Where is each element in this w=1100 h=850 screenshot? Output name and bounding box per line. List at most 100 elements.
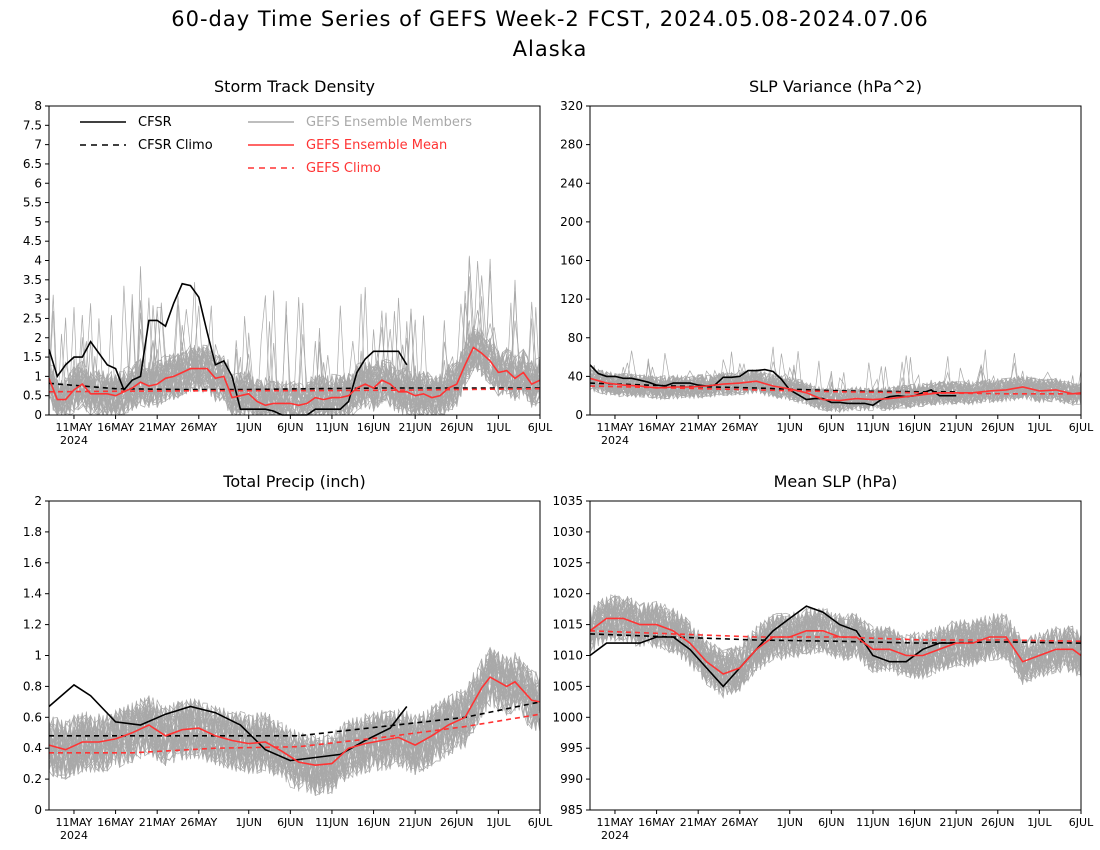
y-tick-label: 5.5 [23,196,42,210]
x-tick-label: 11MAY [597,421,634,434]
figure-title-line1: 60-day Time Series of GEFS Week-2 FCST, … [171,7,929,31]
legend-label-gefs-members: GEFS Ensemble Members [306,115,472,130]
y-tick-label: 6.5 [23,157,42,171]
x-tick-label: 6JUN [277,816,304,829]
series-gefs-climo [49,713,541,754]
x-tick-label: 11MAY [56,816,93,829]
y-tick-label: 2.5 [23,311,42,325]
ensemble-member-line [590,602,1081,679]
series-gefs-ensemble-mean [48,346,541,407]
x-year-label: 2024 [60,434,88,447]
series-gefs-climo [48,387,541,393]
x-tick-label: 16JUN [898,421,932,434]
x-tick-label: 21MAY [139,421,176,434]
y-tick-label: 1015 [552,618,583,632]
ensemble-member-line [590,604,1081,686]
ensemble-member-line [49,294,540,415]
x-tick-label: 16MAY [638,421,675,434]
series-cfsr-climo [589,382,957,393]
x-tick-label: 16MAY [638,816,675,829]
x-tick-label: 21JUN [398,421,432,434]
x-tick-label: 21JUN [939,816,973,829]
panel-title: Storm Track Density [214,77,375,96]
ensemble-member-line [590,367,1081,411]
series-cfsr [48,282,408,416]
x-tick-label: 1JUN [235,421,262,434]
y-tick-label: 7.5 [23,118,42,132]
ensemble-member-line [49,655,540,793]
y-tick-label: 3 [34,292,42,306]
y-tick-label: 160 [560,254,583,268]
panel-title: SLP Variance (hPa^2) [749,77,922,96]
y-tick-label: 1025 [552,556,583,570]
ensemble-member-lines [49,646,540,796]
x-tick-label: 21MAY [680,816,717,829]
x-tick-label: 11MAY [597,816,634,829]
x-tick-label: 16MAY [97,816,134,829]
x-tick-label: 26MAY [721,421,758,434]
y-tick-label: 1 [34,649,42,663]
x-tick-label: 11JUN [315,816,349,829]
y-tick-label: 2 [34,331,42,345]
panel-mean-slp-hpa: 985 990 995 1000 1005 1010 1015 1020 1025 1030 103… [552,472,1094,842]
panel-storm-track-density: 0 0.5 1 1.5 2 2.5 3 3.5 4 4.5 5 5.5 6 6.5 7 7.5 8 11MAY 16… [23,77,553,447]
x-tick-label: 1JUL [486,816,511,829]
legend-label-cfsr: CFSR [138,115,172,130]
y-tick-label: 1.2 [23,618,42,632]
y-tick-label: 7 [34,138,42,152]
y-tick-label: 1 [34,369,42,383]
y-tick-label: 2 [34,494,42,508]
x-tick-label: 21JUN [939,421,973,434]
y-tick-label: 80 [568,331,583,345]
series-gefs-climo [589,630,1082,643]
x-tick-label: 26MAY [721,816,758,829]
ensemble-member-lines [590,594,1081,699]
series-cfsr [589,605,957,688]
ensemble-member-line [49,651,540,787]
y-tick-label: 1.8 [23,525,42,539]
y-tick-label: 6 [34,176,42,190]
y-tick-label: 3.5 [23,273,42,287]
x-tick-label: 1JUN [235,816,262,829]
y-tick-label: 4.5 [23,234,42,248]
legend-label-cfsr-climo: CFSR Climo [138,138,213,153]
y-tick-label: 40 [568,369,583,383]
x-tick-label: 6JUL [1069,421,1094,434]
x-tick-label: 26MAY [180,421,217,434]
x-tick-label: 16JUN [357,421,391,434]
y-tick-label: 5 [34,215,42,229]
y-tick-label: 1030 [552,525,583,539]
x-tick-label: 26MAY [180,816,217,829]
panel-total-precip-inch: 0 0.2 0.4 0.6 0.8 1 1.2 1.4 1.6 1.8 2 11MAY 16MAY 21M… [23,472,553,842]
x-tick-label: 1JUL [1027,421,1052,434]
x-tick-label: 6JUL [528,816,553,829]
x-tick-label: 1JUL [486,421,511,434]
chart-legend: CFSR CFSR Climo GEFS Ensemble Members GE… [80,115,472,176]
y-tick-label: 0 [575,408,583,422]
series-gefs-ensemble-mean [589,617,1082,675]
y-tick-label: 990 [560,772,583,786]
y-tick-label: 4 [34,254,42,268]
x-tick-label: 11JUN [315,421,349,434]
series-gefs-ensemble-mean [48,676,541,767]
panel-title: Mean SLP (hPa) [774,472,898,491]
x-tick-label: 16JUN [357,816,391,829]
x-year-label: 2024 [60,829,88,842]
x-tick-label: 26JUN [440,421,474,434]
ensemble-member-line [49,291,540,415]
x-tick-label: 1JUN [776,816,803,829]
y-tick-label: 1020 [552,587,583,601]
x-tick-label: 11JUN [856,421,890,434]
x-tick-label: 6JUL [1069,816,1094,829]
ensemble-member-line [590,595,1081,685]
y-tick-label: 995 [560,741,583,755]
series-gefs-climo [589,385,1081,395]
y-tick-label: 1.5 [23,350,42,364]
y-tick-label: 985 [560,803,583,817]
y-tick-label: 1.6 [23,556,42,570]
x-tick-label: 26JUN [981,816,1015,829]
y-tick-label: 0.4 [23,741,42,755]
y-tick-label: 280 [560,138,583,152]
y-tick-label: 0 [34,408,42,422]
y-tick-label: 240 [560,176,583,190]
